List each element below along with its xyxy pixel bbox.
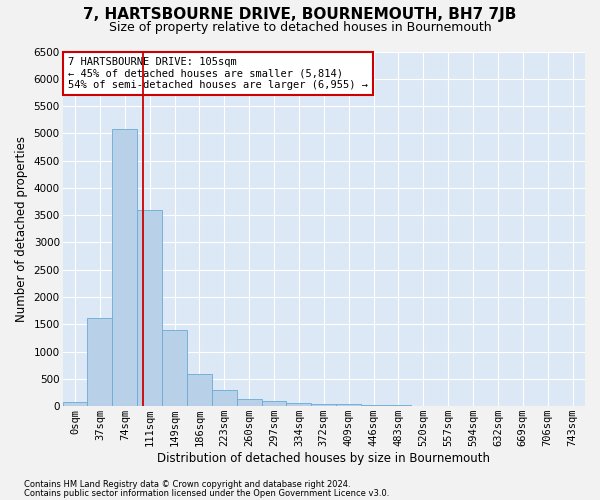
Bar	[311, 404, 336, 406]
Text: 7, HARTSBOURNE DRIVE, BOURNEMOUTH, BH7 7JB: 7, HARTSBOURNE DRIVE, BOURNEMOUTH, BH7 7…	[83, 8, 517, 22]
Bar	[137, 210, 162, 406]
Bar	[237, 398, 262, 406]
Bar	[162, 330, 187, 406]
Bar	[212, 390, 237, 406]
X-axis label: Distribution of detached houses by size in Bournemouth: Distribution of detached houses by size …	[157, 452, 490, 465]
Text: Contains public sector information licensed under the Open Government Licence v3: Contains public sector information licen…	[24, 489, 389, 498]
Bar	[62, 402, 88, 406]
Bar	[187, 374, 212, 406]
Text: Contains HM Land Registry data © Crown copyright and database right 2024.: Contains HM Land Registry data © Crown c…	[24, 480, 350, 489]
Text: Size of property relative to detached houses in Bournemouth: Size of property relative to detached ho…	[109, 21, 491, 34]
Bar	[88, 318, 112, 406]
Bar	[286, 403, 311, 406]
Bar	[262, 402, 286, 406]
Bar	[361, 404, 386, 406]
Bar	[336, 404, 361, 406]
Text: 7 HARTSBOURNE DRIVE: 105sqm
← 45% of detached houses are smaller (5,814)
54% of : 7 HARTSBOURNE DRIVE: 105sqm ← 45% of det…	[68, 57, 368, 90]
Y-axis label: Number of detached properties: Number of detached properties	[15, 136, 28, 322]
Bar	[112, 129, 137, 406]
